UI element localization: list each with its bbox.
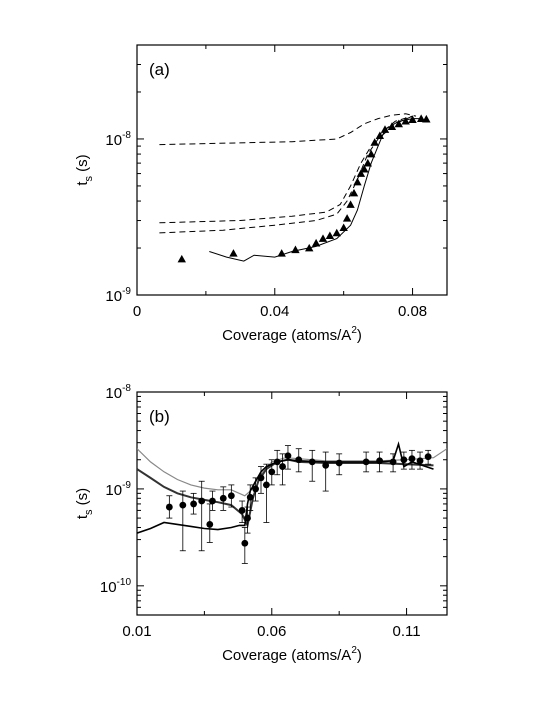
panel-a-data xyxy=(159,113,431,263)
panel-b-data-point xyxy=(238,507,246,514)
panel-a-y-tick-label: 10-9 xyxy=(105,286,131,305)
panel-a-x-axis-title: Coverage (atoms/A2) xyxy=(222,325,362,344)
panel-a-triangle-marker xyxy=(305,243,314,252)
panel-a-triangle-marker xyxy=(394,119,403,128)
panel-a-triangle-marker xyxy=(291,245,300,254)
panel-b-data-point xyxy=(273,458,281,466)
panel-b-data-point xyxy=(262,481,270,489)
panel-b-data-point xyxy=(165,503,173,511)
panel-a-triangle-marker xyxy=(229,249,238,257)
panel-a-triangle-marker xyxy=(349,188,359,197)
panel-b-data-point xyxy=(335,459,343,467)
panel-b-y-tick-label: 10-8 xyxy=(105,383,131,402)
panel-a-triangle-marker xyxy=(325,231,335,240)
panel-a-triangle-marker xyxy=(332,228,341,237)
panel-a-triangle-marker xyxy=(311,238,321,247)
panel-a-series-line xyxy=(159,115,413,224)
panel-a-x-tick-label: 0.08 xyxy=(398,303,427,320)
panel-a-triangle-marker xyxy=(422,114,431,123)
panel-b-data-point xyxy=(244,514,251,522)
panel-b-data-point xyxy=(424,453,432,461)
panel-b-data-point xyxy=(209,497,216,505)
panel-b-data-point xyxy=(400,456,408,464)
panel-b-x-tick-label: 0.11 xyxy=(393,623,421,640)
panel-a-triangle-marker xyxy=(356,169,366,177)
panel-b-data-point xyxy=(362,458,370,466)
panel-b-data-point xyxy=(206,521,214,528)
panel-b-data-point xyxy=(376,457,384,465)
panel-a-triangle-marker xyxy=(375,131,385,140)
panel-a-triangle-marker xyxy=(401,116,410,125)
panel-a-triangle-marker xyxy=(360,164,369,173)
panel-b-data-point xyxy=(198,497,206,505)
panel-b-data-point xyxy=(246,493,254,501)
panel-a-y-axis-title: ts (s) xyxy=(74,154,95,185)
panel-a-x-tick-label: 0 xyxy=(133,303,141,320)
panel-b-data-point xyxy=(389,458,397,466)
panel-b-data-point xyxy=(241,539,249,547)
panel-a-triangle-marker xyxy=(346,200,355,208)
panel-a-triangle-marker xyxy=(318,234,328,242)
panel-a-triangle-marker xyxy=(353,177,362,186)
panel-b-data-point xyxy=(295,456,303,464)
panel-a-triangle-marker xyxy=(342,214,352,222)
panel-b-y-tick-label: 10-10 xyxy=(100,577,132,596)
panel-a-triangle-marker xyxy=(370,138,379,146)
panel-b-data-point xyxy=(408,455,416,463)
panel-a-label: (a) xyxy=(149,60,170,79)
panel-a-triangle-marker xyxy=(177,254,186,263)
panel-b-data-point xyxy=(257,474,265,482)
panel-b-x-tick-label: 0.01 xyxy=(122,623,151,640)
panel-a-triangle-marker xyxy=(339,223,348,232)
panel-b-data-point xyxy=(416,457,424,465)
panel-a-series-line xyxy=(159,115,413,234)
panel-b-data-point xyxy=(279,463,286,470)
panel-b-data-point xyxy=(252,485,260,493)
panel-a-x-tick-label: 0.04 xyxy=(260,303,289,320)
panel-b: 0.01 0.06 0.11 10-10 10-9 10-8 (b) Coverage (at… xyxy=(74,383,448,664)
panel-b-x-axis-title: Coverage (atoms/A2) xyxy=(222,645,362,664)
panel-a-triangle-marker xyxy=(277,249,286,257)
panel-b-y-tick-label: 10-9 xyxy=(105,480,131,499)
panel-b-data-point xyxy=(227,492,235,500)
panel-b-data-point xyxy=(190,500,198,508)
panel-a: 0 0.04 0.08 10-9 10-8 (a) Coverage (atoms/A2) t… xyxy=(74,44,448,344)
panel-b-data xyxy=(137,441,447,564)
panel-b-data-point xyxy=(179,501,187,509)
panel-b-data-point xyxy=(219,494,227,502)
panel-b-y-axis-title: ts (s) xyxy=(74,488,95,519)
panel-a-y-tick-label: 10-8 xyxy=(105,130,131,149)
panel-b-x-tick-label: 0.06 xyxy=(257,623,286,640)
panel-a-triangle-marker xyxy=(387,122,397,130)
panel-b-data-point xyxy=(322,461,330,469)
panel-a-triangle-marker xyxy=(367,149,376,158)
panel-b-label: (b) xyxy=(149,407,170,426)
panel-a-triangle-marker xyxy=(363,158,372,167)
panel-a-triangle-marker xyxy=(416,114,426,122)
panel-b-data-point xyxy=(268,468,276,476)
panel-b-data-point xyxy=(308,458,316,466)
panel-a-triangle-marker xyxy=(380,125,390,133)
panel-b-data-point xyxy=(284,452,292,460)
panel-a-plot-frame xyxy=(136,44,448,296)
panel-a-triangle-marker xyxy=(408,115,417,123)
panel-b-series-line xyxy=(137,458,434,529)
